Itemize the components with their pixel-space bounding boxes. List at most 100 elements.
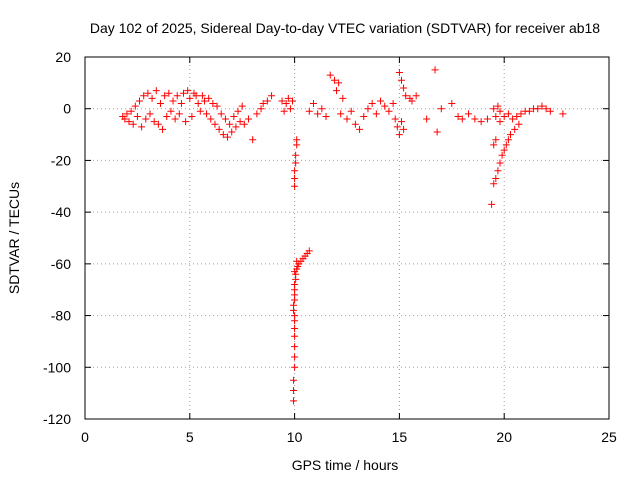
data-point bbox=[458, 115, 466, 123]
data-point bbox=[377, 97, 385, 105]
data-point bbox=[292, 151, 300, 159]
data-point bbox=[504, 136, 512, 144]
data-point bbox=[280, 107, 288, 115]
data-point bbox=[515, 120, 523, 128]
data-point bbox=[496, 118, 504, 126]
data-point bbox=[513, 112, 521, 120]
data-point bbox=[268, 92, 276, 100]
data-point bbox=[337, 110, 345, 118]
data-point bbox=[339, 94, 347, 102]
data-point bbox=[400, 125, 408, 133]
data-point bbox=[228, 128, 236, 136]
data-point bbox=[140, 92, 148, 100]
data-point bbox=[236, 118, 244, 126]
data-point bbox=[290, 387, 298, 395]
data-point bbox=[534, 105, 542, 113]
data-point bbox=[305, 107, 313, 115]
data-point bbox=[291, 317, 299, 325]
data-point bbox=[364, 105, 372, 113]
data-point bbox=[291, 363, 299, 371]
data-point bbox=[163, 112, 171, 120]
data-point bbox=[471, 115, 479, 123]
data-point bbox=[496, 159, 504, 167]
plot-frame bbox=[84, 56, 610, 420]
data-point bbox=[412, 92, 420, 100]
data-point bbox=[291, 353, 299, 361]
data-point bbox=[477, 118, 485, 126]
data-point bbox=[249, 136, 257, 144]
data-point bbox=[226, 120, 234, 128]
data-point bbox=[538, 102, 546, 110]
data-point bbox=[127, 107, 135, 115]
data-point bbox=[498, 151, 506, 159]
data-point bbox=[290, 306, 298, 314]
data-point bbox=[207, 115, 215, 123]
data-point bbox=[224, 133, 232, 141]
data-point bbox=[504, 110, 512, 118]
y-tick-label: -40 bbox=[51, 204, 71, 220]
data-point bbox=[150, 118, 158, 126]
data-point bbox=[397, 118, 405, 126]
data-point bbox=[400, 84, 408, 92]
data-point bbox=[290, 376, 298, 384]
data-point bbox=[335, 79, 343, 87]
data-point bbox=[291, 296, 299, 304]
data-point bbox=[135, 97, 143, 105]
data-point bbox=[284, 94, 292, 102]
data-point bbox=[123, 110, 131, 118]
data-point bbox=[217, 110, 225, 118]
data-point bbox=[289, 97, 297, 105]
data-point bbox=[282, 100, 290, 108]
data-point bbox=[200, 97, 208, 105]
chart-title: Day 102 of 2025, Sidereal Day-to-day VTE… bbox=[90, 20, 600, 36]
data-point bbox=[395, 131, 403, 139]
data-point bbox=[492, 175, 500, 183]
x-tick-label: 15 bbox=[392, 429, 408, 445]
data-point bbox=[496, 107, 504, 115]
data-point bbox=[292, 275, 300, 283]
data-point bbox=[184, 87, 192, 95]
data-point bbox=[286, 105, 294, 113]
data-point bbox=[393, 123, 401, 131]
y-tick-label: 20 bbox=[55, 49, 71, 65]
data-points bbox=[119, 66, 567, 405]
data-point bbox=[494, 102, 502, 110]
data-point bbox=[525, 107, 533, 115]
data-point bbox=[517, 110, 525, 118]
data-point bbox=[500, 146, 508, 154]
data-point bbox=[326, 71, 334, 79]
data-point bbox=[291, 175, 299, 183]
y-tick-label: -80 bbox=[51, 308, 71, 324]
data-point bbox=[490, 180, 498, 188]
data-point bbox=[402, 92, 410, 100]
data-point bbox=[492, 112, 500, 120]
data-point bbox=[372, 110, 380, 118]
data-point bbox=[500, 112, 508, 120]
data-point bbox=[175, 110, 183, 118]
data-point bbox=[169, 97, 177, 105]
data-point bbox=[356, 125, 364, 133]
data-point bbox=[397, 76, 405, 84]
data-point bbox=[542, 105, 550, 113]
data-point bbox=[490, 105, 498, 113]
data-point bbox=[156, 100, 164, 108]
data-point bbox=[454, 112, 462, 120]
data-point bbox=[152, 87, 160, 95]
data-point bbox=[291, 182, 299, 190]
data-point bbox=[215, 125, 223, 133]
y-tick-label: -120 bbox=[43, 411, 71, 427]
data-point bbox=[142, 115, 150, 123]
data-point bbox=[381, 102, 389, 110]
data-point bbox=[437, 105, 445, 113]
y-tick-label: -60 bbox=[51, 256, 71, 272]
y-tick-label: -20 bbox=[51, 152, 71, 168]
data-point bbox=[490, 141, 498, 149]
data-point bbox=[173, 92, 181, 100]
axis-ticks: 0 5 10 15 20 25 -120 -100 -80 -60 -40 -20 0 20 bbox=[43, 49, 617, 445]
x-tick-label: 10 bbox=[287, 429, 303, 445]
data-point bbox=[506, 131, 514, 139]
x-tick-label: 5 bbox=[186, 429, 194, 445]
data-point bbox=[180, 89, 188, 97]
data-point bbox=[465, 110, 473, 118]
data-point bbox=[391, 115, 399, 123]
